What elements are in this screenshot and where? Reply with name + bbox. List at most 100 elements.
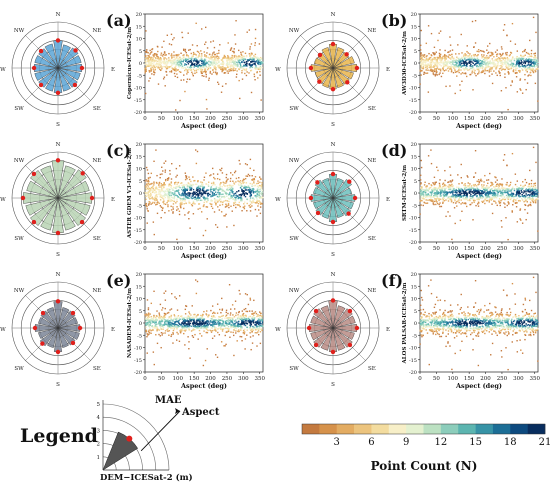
scatter-point bbox=[185, 63, 188, 66]
scatter-point bbox=[179, 199, 182, 202]
scatter-point bbox=[469, 183, 471, 185]
scatter-point bbox=[507, 238, 509, 241]
scatter-point bbox=[167, 66, 169, 68]
scatter-point bbox=[164, 169, 167, 171]
scatter-point bbox=[249, 299, 252, 301]
scatter-point bbox=[473, 199, 475, 202]
scatter-point bbox=[244, 65, 246, 67]
scatter-point bbox=[203, 179, 205, 181]
scatter-point bbox=[176, 198, 178, 200]
scatter-point bbox=[144, 92, 147, 95]
scatter-point bbox=[477, 58, 480, 61]
scatter-point bbox=[236, 70, 238, 72]
scatter-point bbox=[239, 180, 242, 182]
y-tick-label: 0 bbox=[414, 61, 417, 67]
scatter-point bbox=[422, 61, 424, 64]
scatter-point bbox=[251, 205, 253, 207]
scatter-point bbox=[146, 51, 148, 54]
scatter-point bbox=[492, 183, 494, 186]
scatter-point bbox=[535, 161, 537, 164]
scatter-point bbox=[470, 55, 473, 57]
scatter-point bbox=[445, 192, 448, 194]
rose-wedge bbox=[314, 67, 334, 78]
scatter-point bbox=[201, 199, 203, 202]
scatter-point bbox=[431, 189, 434, 192]
scatter-point bbox=[216, 72, 218, 74]
scatter-point bbox=[501, 183, 503, 185]
scatter-point bbox=[150, 192, 152, 195]
scatter-point bbox=[463, 63, 465, 65]
scatter-point bbox=[424, 196, 427, 199]
scatter-point bbox=[437, 62, 440, 64]
scatter-point bbox=[214, 59, 217, 61]
scatter-point bbox=[447, 200, 450, 202]
scatter-point bbox=[257, 59, 259, 61]
scatter-point bbox=[209, 72, 211, 74]
scatter-point bbox=[529, 63, 531, 66]
scatter-point bbox=[476, 55, 479, 57]
scatter-point bbox=[182, 190, 184, 192]
scatter-point bbox=[496, 179, 498, 181]
scatter-point bbox=[166, 74, 168, 76]
scatter-point bbox=[444, 53, 446, 56]
scatter-point bbox=[436, 74, 438, 76]
scatter-point bbox=[483, 191, 485, 193]
scatter-point bbox=[508, 65, 511, 67]
scatter-point bbox=[199, 185, 202, 187]
scatter-point bbox=[422, 64, 425, 66]
scatter-point bbox=[257, 200, 260, 203]
scatter-point bbox=[490, 63, 492, 65]
scatter-point bbox=[491, 184, 493, 186]
rose-wedge bbox=[57, 67, 71, 92]
rose-direction-label: NE bbox=[92, 158, 101, 164]
scatter-point bbox=[457, 65, 459, 67]
scatter-point bbox=[449, 44, 452, 46]
scatter-point bbox=[470, 63, 472, 66]
scatter-point bbox=[153, 54, 155, 56]
scatter-point bbox=[476, 192, 479, 194]
scatter-point bbox=[231, 191, 234, 193]
scatter-point bbox=[439, 68, 441, 70]
scatter-point bbox=[176, 76, 179, 79]
scatter-point bbox=[241, 72, 243, 74]
scatter-point bbox=[432, 71, 434, 73]
scatter-point bbox=[251, 317, 253, 320]
scatter-point bbox=[433, 196, 435, 198]
scatter-point bbox=[536, 194, 539, 196]
scatter-point bbox=[446, 191, 448, 193]
scatter-point bbox=[260, 186, 262, 188]
scatter-point bbox=[152, 189, 154, 192]
scatter-point bbox=[455, 188, 457, 191]
scatter-point bbox=[433, 192, 435, 195]
scatter-point bbox=[210, 187, 212, 189]
scatter-point bbox=[240, 184, 242, 186]
rose-direction-label: SW bbox=[289, 236, 299, 242]
scatter-point bbox=[473, 55, 475, 57]
scatter-point bbox=[195, 71, 198, 74]
scatter-point bbox=[256, 194, 258, 196]
rose-direction-label: N bbox=[56, 142, 61, 148]
scatter-point bbox=[162, 184, 164, 186]
scatter-point bbox=[500, 61, 502, 64]
scatter-point bbox=[500, 90, 503, 92]
scatter-point bbox=[491, 183, 493, 185]
scatter-point bbox=[222, 193, 224, 195]
scatter-point bbox=[258, 43, 261, 45]
scatter-point bbox=[170, 192, 172, 194]
scatter-point bbox=[460, 62, 462, 65]
rose-wedge bbox=[57, 67, 81, 81]
scatter-point bbox=[170, 194, 173, 197]
scatter-point bbox=[236, 64, 238, 66]
scatter-point bbox=[521, 92, 524, 94]
scatter-point bbox=[156, 62, 158, 65]
scatter-point bbox=[253, 60, 255, 62]
scatter-point bbox=[493, 56, 495, 58]
scatter-point bbox=[465, 64, 468, 67]
scatter-point bbox=[515, 76, 518, 78]
scatter-point bbox=[179, 58, 182, 61]
scatter-point bbox=[481, 54, 483, 56]
rose-wedge bbox=[40, 197, 59, 231]
scatter-point bbox=[226, 70, 228, 72]
scatter-point bbox=[170, 71, 173, 73]
scatter-point bbox=[145, 64, 148, 66]
